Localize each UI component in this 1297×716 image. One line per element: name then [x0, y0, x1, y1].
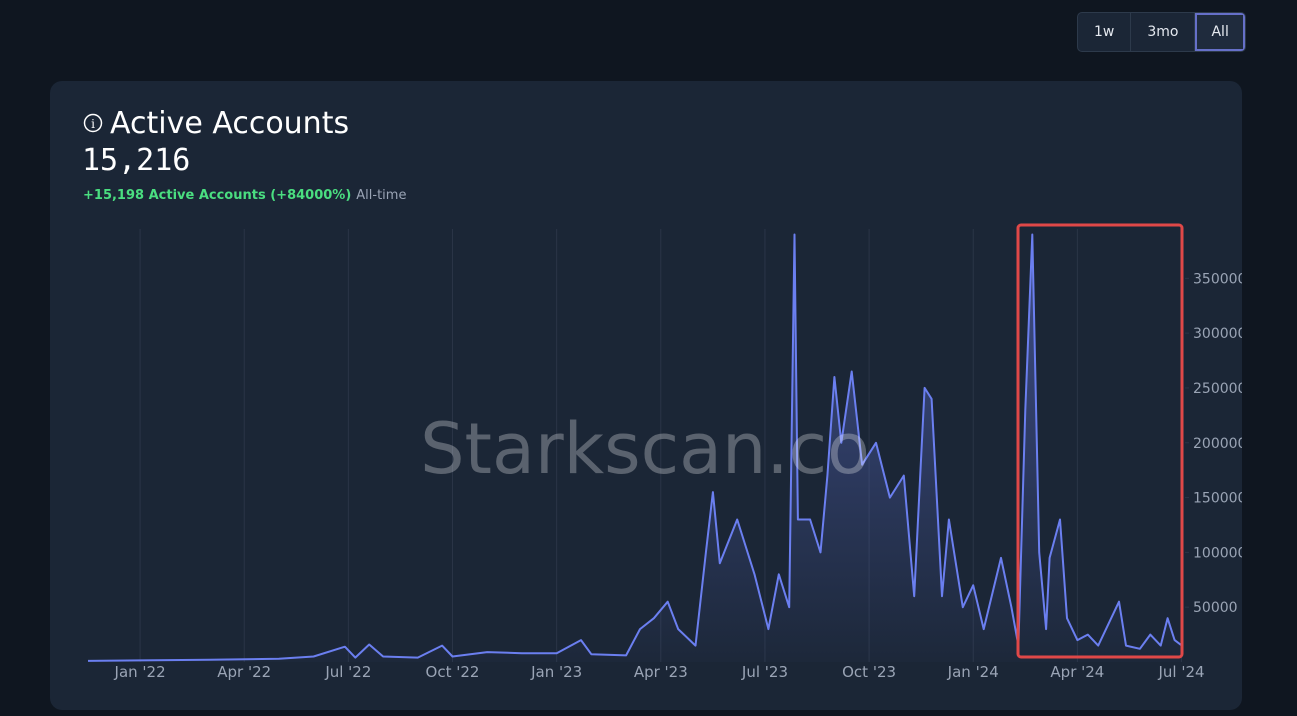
x-tick-label: Jan '24	[947, 663, 999, 681]
change: +15,198 Active Accounts (+84000%)	[83, 188, 351, 203]
range-button[interactable]: 1w	[1094, 24, 1115, 40]
x-tick-label: Jul '22	[324, 663, 371, 681]
line	[87, 233, 1183, 662]
y-tick-label: 50000	[1193, 600, 1238, 616]
area	[88, 234, 1182, 662]
title: Active Accounts	[110, 106, 349, 141]
y-tick-label: 200000	[1193, 436, 1246, 452]
range-button[interactable]: 3mo	[1130, 13, 1194, 51]
x-tick-label: Apr '23	[634, 663, 688, 681]
range-button[interactable]: All	[1194, 13, 1245, 51]
plot: 50000 100000 150000 200000 250000 300000 35000…	[87, 229, 1246, 662]
y-tick-label: 250000	[1193, 381, 1246, 397]
range-selector: 1w 3mo All	[1077, 12, 1246, 52]
y-tick-label: 100000	[1193, 545, 1246, 561]
y-tick-label: 300000	[1193, 326, 1246, 342]
current-value: 15,216	[82, 143, 190, 178]
x-tick-label: Jul '23	[741, 663, 788, 681]
y-tick-label: 350000	[1193, 271, 1246, 287]
x-tick-label: Jul '24	[1157, 663, 1204, 681]
info-icon	[83, 113, 103, 133]
x-tick-label: Apr '22	[217, 663, 271, 681]
x-tick-label: Oct '22	[426, 663, 480, 681]
period: All-time	[356, 188, 406, 203]
highlight-box	[1016, 223, 1184, 659]
watermark: Starkscan.co	[420, 408, 870, 490]
x-tick-label: Oct '23	[842, 663, 896, 681]
y-tick-label: 150000	[1193, 491, 1246, 507]
x-tick-label: Apr '24	[1050, 663, 1104, 681]
change-line: +15,198 Active Accounts (+84000%) All-tim…	[83, 188, 406, 203]
x-tick-label: Jan '23	[530, 663, 582, 681]
x-tick-label: Jan '22	[114, 663, 166, 681]
info-icon-glyph: i	[91, 117, 95, 131]
